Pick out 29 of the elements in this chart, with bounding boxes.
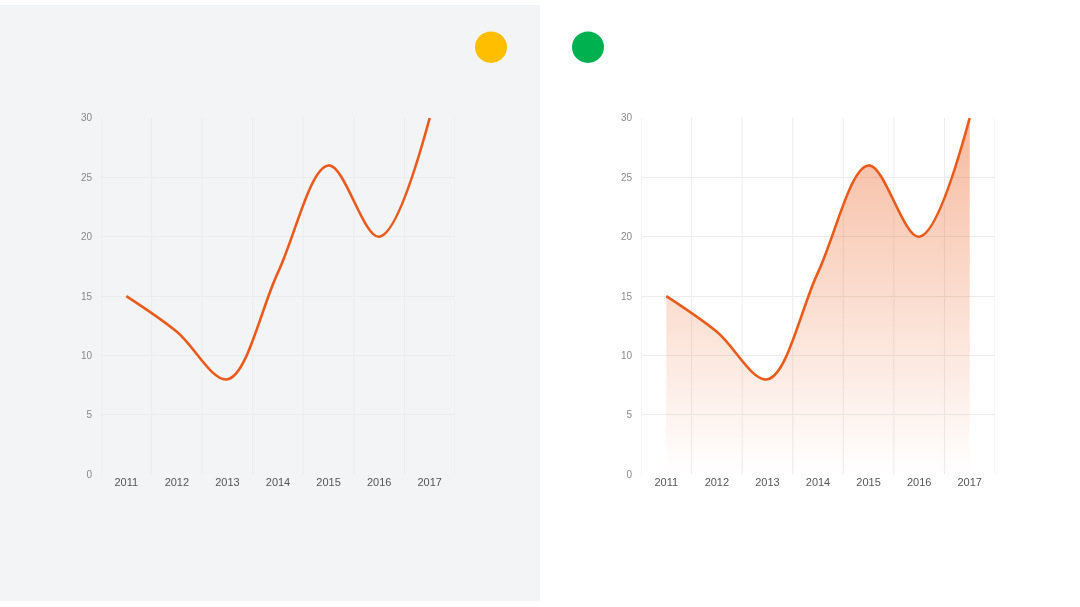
y-tick-label: 10 [620, 350, 633, 362]
x-tick-label: 2011 [114, 476, 139, 489]
y-tick-label: 5 [626, 409, 633, 421]
x-tick-label: 2012 [164, 476, 190, 489]
x-tick-label: 2016 [366, 476, 392, 489]
y-tick-label: 0 [86, 468, 93, 480]
y-tick-label: 0 [626, 468, 633, 480]
line-series [124, 117, 432, 381]
y-tick-label: 20 [80, 231, 93, 243]
y-tick-label: 30 [80, 112, 93, 124]
y-tick-label: 25 [620, 171, 633, 183]
y-tick-label: 15 [80, 290, 93, 302]
x-tick-label: 2015 [856, 476, 881, 489]
x-tick-label: 2017 [957, 476, 982, 489]
x-tick-label: 2015 [316, 476, 341, 489]
x-tick-label: 2014 [805, 476, 831, 489]
x-tick-label: 2017 [417, 476, 442, 489]
x-tick-label: 2014 [265, 476, 291, 489]
x-tick-label: 2016 [906, 476, 932, 489]
x-tick-label: 2013 [755, 476, 780, 489]
y-tick-label: 15 [620, 290, 633, 302]
y-tick-label: 30 [620, 112, 633, 124]
y-tick-label: 20 [620, 231, 633, 243]
x-tick-label: 2012 [704, 476, 730, 489]
y-tick-label: 25 [80, 171, 93, 183]
y-tick-label: 5 [86, 409, 93, 421]
y-tick-label: 10 [80, 350, 93, 362]
x-tick-label: 2013 [215, 476, 240, 489]
x-tick-label: 2011 [654, 476, 679, 489]
